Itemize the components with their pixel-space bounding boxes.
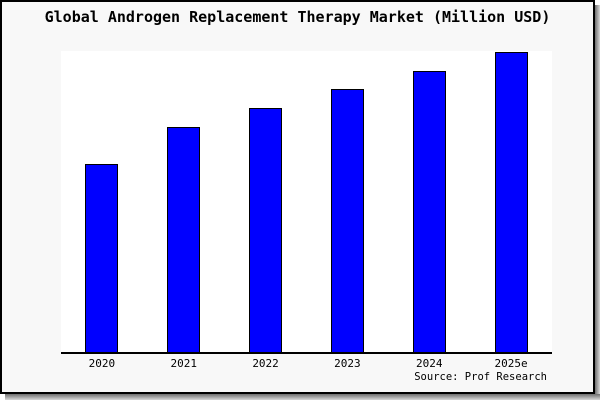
bar-slot: [225, 51, 307, 352]
bar-2022: [249, 108, 283, 352]
bar-slot: [61, 51, 143, 352]
x-tick-label: 2023: [334, 357, 361, 370]
x-tick-label: 2022: [252, 357, 279, 370]
x-tick-label: 2020: [88, 357, 116, 370]
source-label: Source: Prof Research: [414, 371, 547, 383]
bar-slot: [306, 51, 388, 352]
plot-area: [61, 51, 552, 354]
bar-2025e: [494, 52, 528, 352]
bar-slot: [143, 51, 225, 352]
x-tick-label: 2025e: [494, 357, 528, 370]
bars-container: [61, 51, 552, 352]
bar-2023: [330, 89, 364, 352]
bar-slot: [470, 51, 552, 352]
x-axis-labels: 2020 2021 2022 2023 2024 2025e: [61, 357, 552, 370]
shadow-bottom: [5, 394, 600, 400]
bar-slot: [388, 51, 470, 352]
x-tick-label: 2024: [415, 357, 443, 370]
chart-frame: Global Androgen Replacement Therapy Mark…: [0, 0, 595, 394]
bar-2021: [167, 127, 201, 352]
bar-2020: [85, 164, 119, 352]
shadow-right: [595, 5, 600, 394]
bar-2024: [412, 71, 446, 352]
x-tick-label: 2021: [170, 357, 197, 370]
chart-title: Global Androgen Replacement Therapy Mark…: [44, 8, 551, 26]
